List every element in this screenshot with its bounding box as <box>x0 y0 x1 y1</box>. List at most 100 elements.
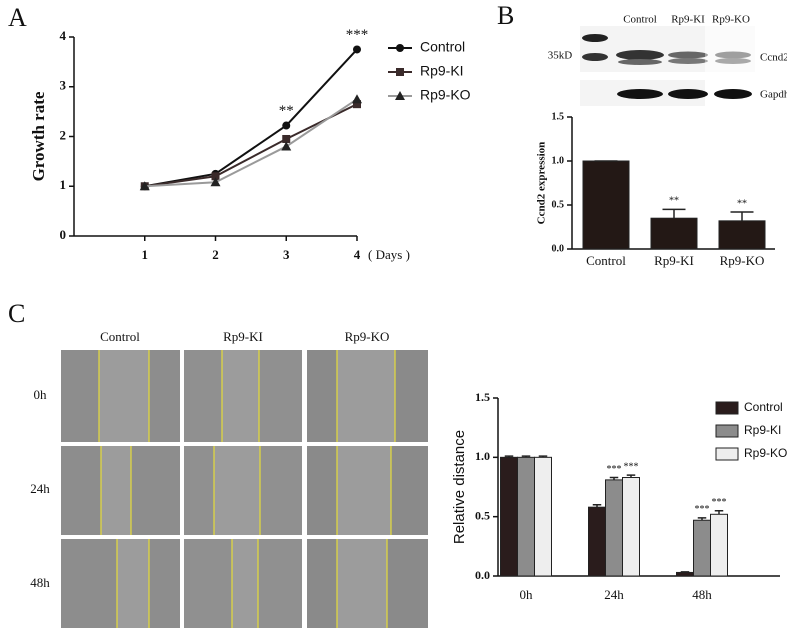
bar <box>622 477 640 577</box>
legend-swatch <box>715 424 739 438</box>
marker <box>210 177 221 187</box>
scratch-gap <box>337 539 387 628</box>
lane-label: Control <box>623 14 657 26</box>
scratch-gap <box>337 350 395 442</box>
annotation: *** <box>607 464 622 475</box>
panel-label: C <box>8 299 25 328</box>
bar <box>500 456 518 577</box>
annotation: *** <box>695 504 710 515</box>
marker <box>281 141 292 151</box>
x-tick-label: 2 <box>212 247 219 262</box>
row-label: 0h <box>34 387 48 402</box>
y-axis-label: Ccnd2 expression <box>536 142 548 225</box>
legend-swatch <box>715 447 739 461</box>
blot-image <box>580 26 755 106</box>
band-label: Gapdh <box>760 89 787 101</box>
y-tick-label: 2 <box>60 127 67 142</box>
error-bar <box>680 571 690 573</box>
x-tick-label: Rp9-KI <box>654 253 694 268</box>
error-bar <box>662 208 686 219</box>
scratch-gap <box>214 446 260 535</box>
y-tick-label: 1 <box>60 177 67 192</box>
legend-label: Control <box>744 400 783 414</box>
series-line <box>144 98 358 188</box>
row-label: 24h <box>30 481 50 496</box>
marker <box>282 134 291 143</box>
mw-marker: 35kD <box>548 50 573 62</box>
error-bar <box>714 509 724 515</box>
bar <box>605 479 623 577</box>
y-tick-label: 1.5 <box>475 390 490 404</box>
column-label: Rp9-KI <box>223 329 263 344</box>
legend-label: Control <box>420 39 465 55</box>
error-bar <box>697 517 707 521</box>
x-axis-label: ( Days ) <box>368 247 410 262</box>
error-bar <box>504 455 514 458</box>
annotation: *** <box>712 497 727 508</box>
error-bar <box>538 455 548 458</box>
annotation: *** <box>624 461 639 472</box>
series-line <box>144 48 358 188</box>
legend-label: Rp9-KI <box>744 423 781 437</box>
x-tick-label: 4 <box>354 247 361 262</box>
marker <box>352 94 362 104</box>
band-label: Ccnd2 <box>760 52 787 64</box>
error-bar <box>521 455 531 458</box>
bar <box>718 220 766 250</box>
x-tick-label: 24h <box>604 587 624 602</box>
y-tick-label: 0.0 <box>552 243 565 254</box>
x-tick-label: Rp9-KO <box>720 253 765 268</box>
y-tick-label: 0.5 <box>552 199 565 210</box>
marker <box>353 45 361 54</box>
bar <box>582 160 630 250</box>
x-tick-label: 0h <box>520 587 534 602</box>
legend-marker <box>396 68 404 76</box>
lane-label: Rp9-KI <box>671 14 705 26</box>
scratch-gap <box>99 350 149 442</box>
y-tick-label: 1.0 <box>475 449 490 463</box>
error-bar <box>609 476 619 480</box>
column-label: Rp9-KO <box>345 329 390 344</box>
error-bar <box>730 211 754 221</box>
legend-label: Rp9-KO <box>744 446 787 460</box>
lane-label: Rp9-KO <box>712 14 750 26</box>
y-axis-label: Relative distance <box>451 430 468 544</box>
annotation: ** <box>279 103 294 119</box>
y-tick-label: 0 <box>60 227 67 242</box>
x-tick-label: 3 <box>283 247 290 262</box>
y-tick-label: 0.0 <box>475 568 490 582</box>
scratch-gap <box>222 350 259 442</box>
bar <box>534 456 552 577</box>
row-label: 48h <box>30 575 50 590</box>
marker <box>353 100 361 109</box>
bar <box>517 456 535 577</box>
panel-label: A <box>8 3 27 32</box>
y-tick-label: 1.5 <box>552 111 565 122</box>
scratch-gap <box>232 539 258 628</box>
y-tick-label: 4 <box>60 28 67 43</box>
legend-marker <box>395 91 405 100</box>
error-bar <box>592 504 602 508</box>
x-tick-label: 1 <box>142 247 149 262</box>
y-tick-label: 0.5 <box>475 508 490 522</box>
annotation: *** <box>346 27 369 43</box>
legend-label: Rp9-KO <box>420 87 471 103</box>
bar <box>676 571 694 577</box>
panel-label: B <box>497 1 514 30</box>
legend-label: Rp9-KI <box>420 63 464 79</box>
column-label: Control <box>100 329 140 344</box>
annotation: ** <box>669 196 679 207</box>
bar <box>710 513 728 577</box>
annotation: ** <box>737 198 747 209</box>
marker <box>139 181 150 191</box>
legend-marker <box>396 44 404 52</box>
error-bar <box>626 474 636 478</box>
bar <box>588 506 606 577</box>
y-tick-label: 1.0 <box>552 155 565 166</box>
x-tick-label: Control <box>586 253 626 268</box>
scratch-gap <box>101 446 131 535</box>
marker <box>211 172 220 181</box>
marker <box>282 121 291 130</box>
bar <box>650 217 698 250</box>
